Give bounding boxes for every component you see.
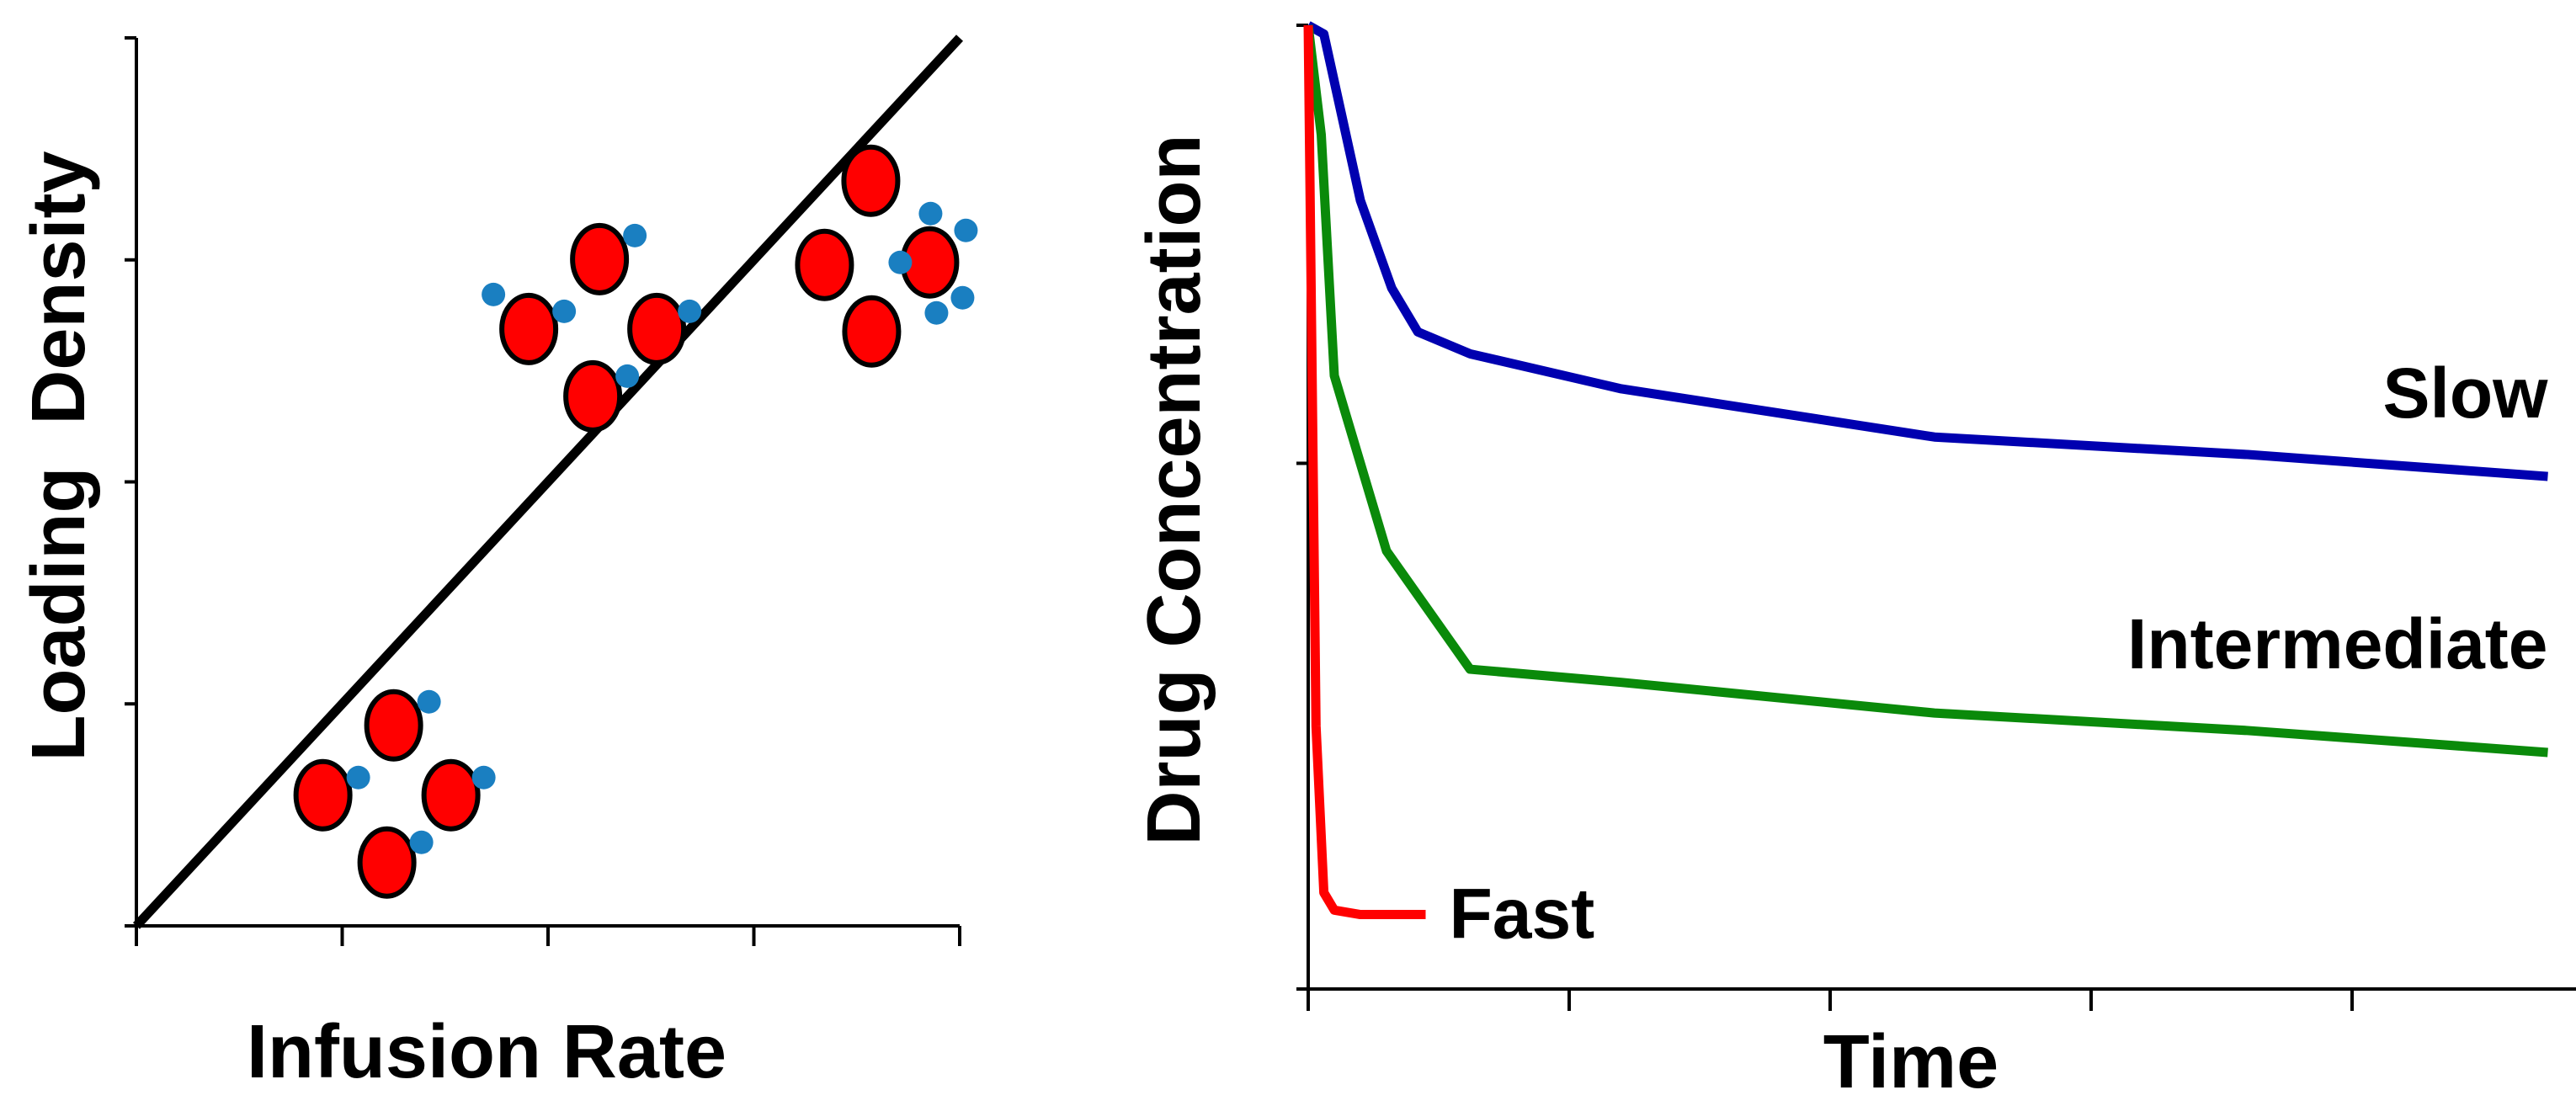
left-panel: Infusion Rate Loading Density (17, 35, 978, 1094)
drug-molecule (417, 689, 441, 714)
nanoparticle (795, 228, 854, 301)
drug-molecule (615, 364, 640, 388)
loading-density-trend-line (132, 35, 964, 929)
series-label-slow: Slow (2382, 354, 2548, 433)
particle-cluster-dense-icon (795, 144, 978, 368)
nanoparticle (842, 295, 902, 368)
left-series (132, 35, 964, 929)
right-axes (1296, 24, 2576, 1011)
nanoparticle (364, 689, 423, 762)
series-line-intermediate (1303, 24, 2548, 758)
particle-clusters (293, 144, 978, 899)
left-x-axis-title: Infusion Rate (247, 1010, 726, 1094)
drug-molecule (954, 218, 978, 242)
nanoparticle (357, 826, 417, 899)
particle-cluster-sparse-icon (482, 222, 702, 433)
series-line-slow (1306, 21, 2548, 481)
nanoparticle (293, 758, 353, 832)
drug-molecule (918, 201, 943, 226)
drug-molecule (482, 282, 506, 306)
drug-molecule (678, 299, 702, 323)
right-series-labels: Slow Intermediate Fast (1450, 354, 2549, 953)
nanoparticle (421, 758, 481, 832)
right-x-axis-title: Time (1823, 1020, 1999, 1104)
series-label-intermediate: Intermediate (2127, 604, 2548, 683)
left-axes (125, 36, 961, 946)
nanoparticle (570, 222, 630, 295)
right-y-axis-title: Drug Concentration (1132, 135, 1216, 846)
right-panel: Slow Intermediate Fast Time Drug Concentra… (1132, 21, 2576, 1104)
drug-molecule (924, 300, 949, 325)
series-line-fast (1303, 24, 1426, 920)
drug-molecule (346, 765, 370, 790)
nanoparticle (841, 144, 901, 217)
drug-molecule (552, 299, 577, 323)
left-y-axis-title: Loading Density (17, 151, 101, 761)
drug-molecule (623, 223, 647, 247)
nanoparticle (627, 292, 687, 365)
series-label-fast: Fast (1450, 875, 1595, 954)
particle-cluster-sparse-icon (293, 689, 496, 899)
drug-molecule (888, 250, 913, 274)
drug-molecule (471, 765, 496, 790)
drug-molecule (409, 830, 434, 854)
drug-molecule (950, 285, 975, 310)
nanoparticle (499, 292, 559, 365)
nanoparticle (563, 359, 623, 433)
right-series (1303, 21, 2548, 920)
